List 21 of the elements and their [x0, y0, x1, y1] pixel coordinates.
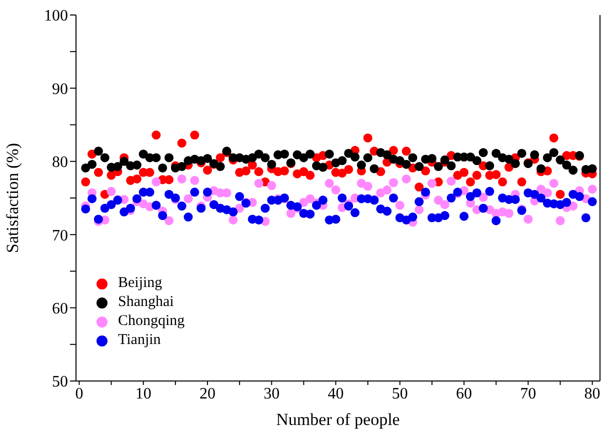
legend-label: Beijing: [118, 275, 162, 292]
y-tick-label: 100: [44, 8, 68, 25]
x-tick-label: 30: [264, 385, 280, 402]
legend-label: Chongqing: [118, 313, 185, 330]
x-tick-label: 80: [584, 385, 600, 402]
y-tick-label: 50: [52, 374, 68, 391]
x-tick-label: 70: [520, 385, 536, 402]
y-tick-label: 60: [52, 300, 68, 318]
y-tick-label: 90: [52, 80, 68, 98]
x-tick-label: 20: [199, 385, 216, 402]
y-tick-label: 80: [52, 154, 68, 172]
x-tick-label: 60: [456, 385, 472, 402]
x-tick-label: 10: [135, 385, 152, 402]
x-tick-label: 40: [328, 385, 344, 402]
x-tick-label: 50: [392, 385, 408, 402]
x-axis-title: Number of people: [276, 410, 400, 429]
y-axis-title: Satisfaction (%): [3, 143, 22, 253]
legend-label: Tianjin: [118, 332, 161, 349]
legend-label: Shanghai: [118, 294, 174, 311]
y-tick-label: 70: [52, 227, 68, 244]
x-tick-label: 0: [75, 385, 84, 402]
